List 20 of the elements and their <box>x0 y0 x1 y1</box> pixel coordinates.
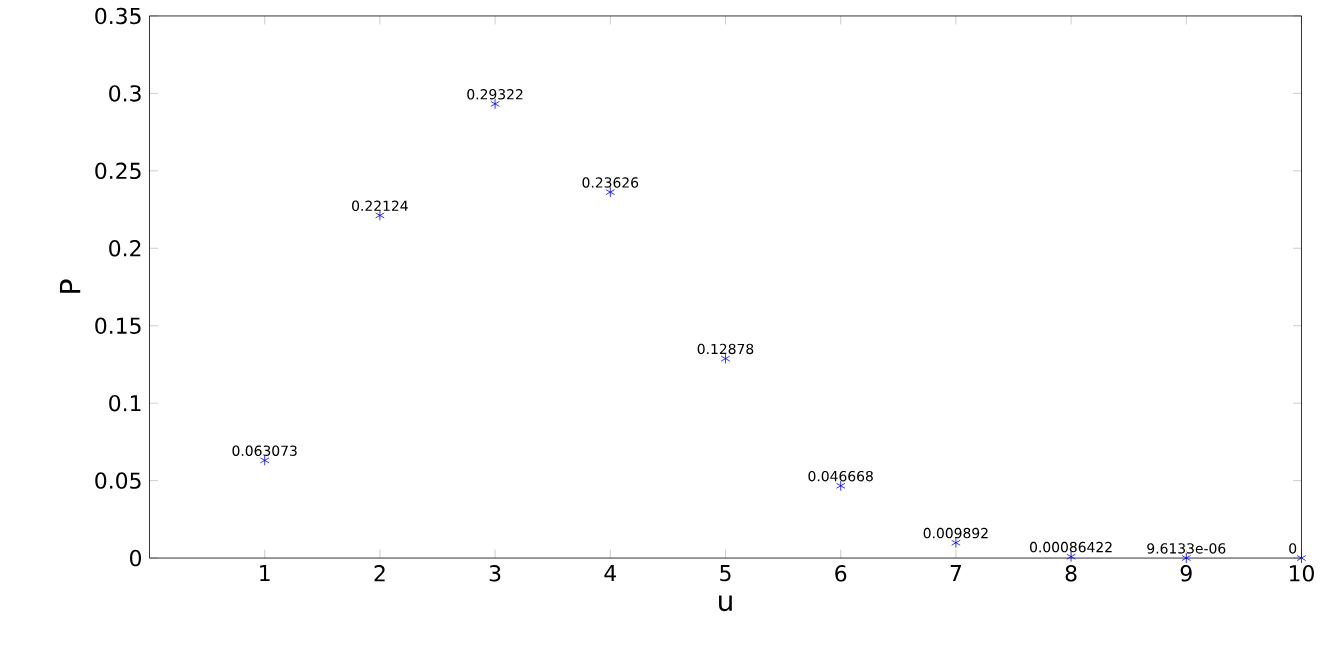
y-tick-label: 0.05 <box>95 472 141 489</box>
x-tick-label: 2 <box>374 565 385 582</box>
y-tick-label: 0.2 <box>109 240 141 257</box>
x-tick-label: 8 <box>1065 565 1077 582</box>
x-tick-label: 1 <box>260 565 270 582</box>
y-tick-label: 0.15 <box>95 317 141 335</box>
y-axis-title: P <box>59 279 81 293</box>
x-tick-label: 3 <box>489 565 501 582</box>
x-tick-label: 6 <box>835 565 847 582</box>
x-tick-label: 7 <box>950 565 961 582</box>
y-tick-label: 0 <box>130 549 142 567</box>
x-tick-label: 5 <box>720 565 731 582</box>
y-tick-label: 0.35 <box>95 7 141 25</box>
x-tick-label: 4 <box>604 565 617 582</box>
y-tick-label: 0.3 <box>109 85 141 102</box>
x-axis-title: u <box>719 595 732 612</box>
x-tick-label: 9 <box>1180 565 1192 582</box>
x-tick-label: 10 <box>1289 565 1314 582</box>
y-tick-label: 0.25 <box>95 162 141 180</box>
y-tick-label: 0.1 <box>109 395 141 412</box>
